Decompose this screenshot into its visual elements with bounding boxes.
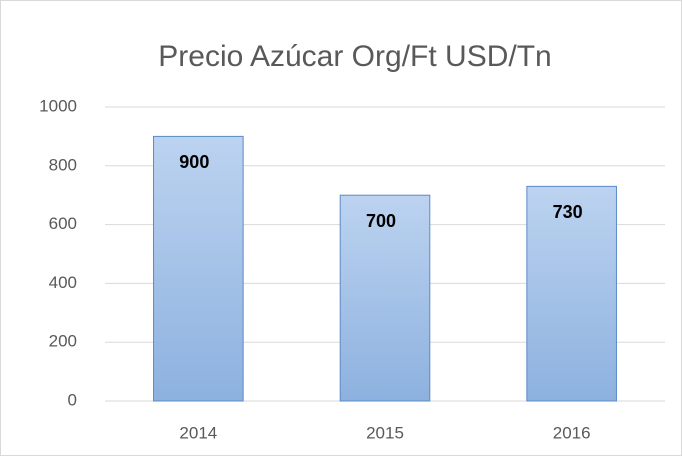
chart-title: Precio Azúcar Org/Ft USD/Tn (158, 40, 551, 73)
value-label: 900 (179, 152, 209, 172)
bar (339, 194, 431, 402)
y-tick-label: 1000 (39, 96, 77, 115)
x-tick-label: 2016 (553, 423, 591, 442)
y-tick-label: 0 (68, 390, 77, 409)
y-tick-label: 600 (49, 214, 77, 233)
value-label: 730 (553, 202, 583, 222)
y-tick-label: 800 (49, 155, 77, 174)
bar (526, 185, 617, 402)
x-tick-label: 2014 (179, 423, 217, 442)
value-label: 700 (366, 211, 396, 231)
bar (153, 135, 244, 402)
y-tick-label: 400 (49, 273, 77, 292)
y-tick-label: 200 (49, 332, 77, 351)
x-tick-label: 2015 (366, 423, 404, 442)
